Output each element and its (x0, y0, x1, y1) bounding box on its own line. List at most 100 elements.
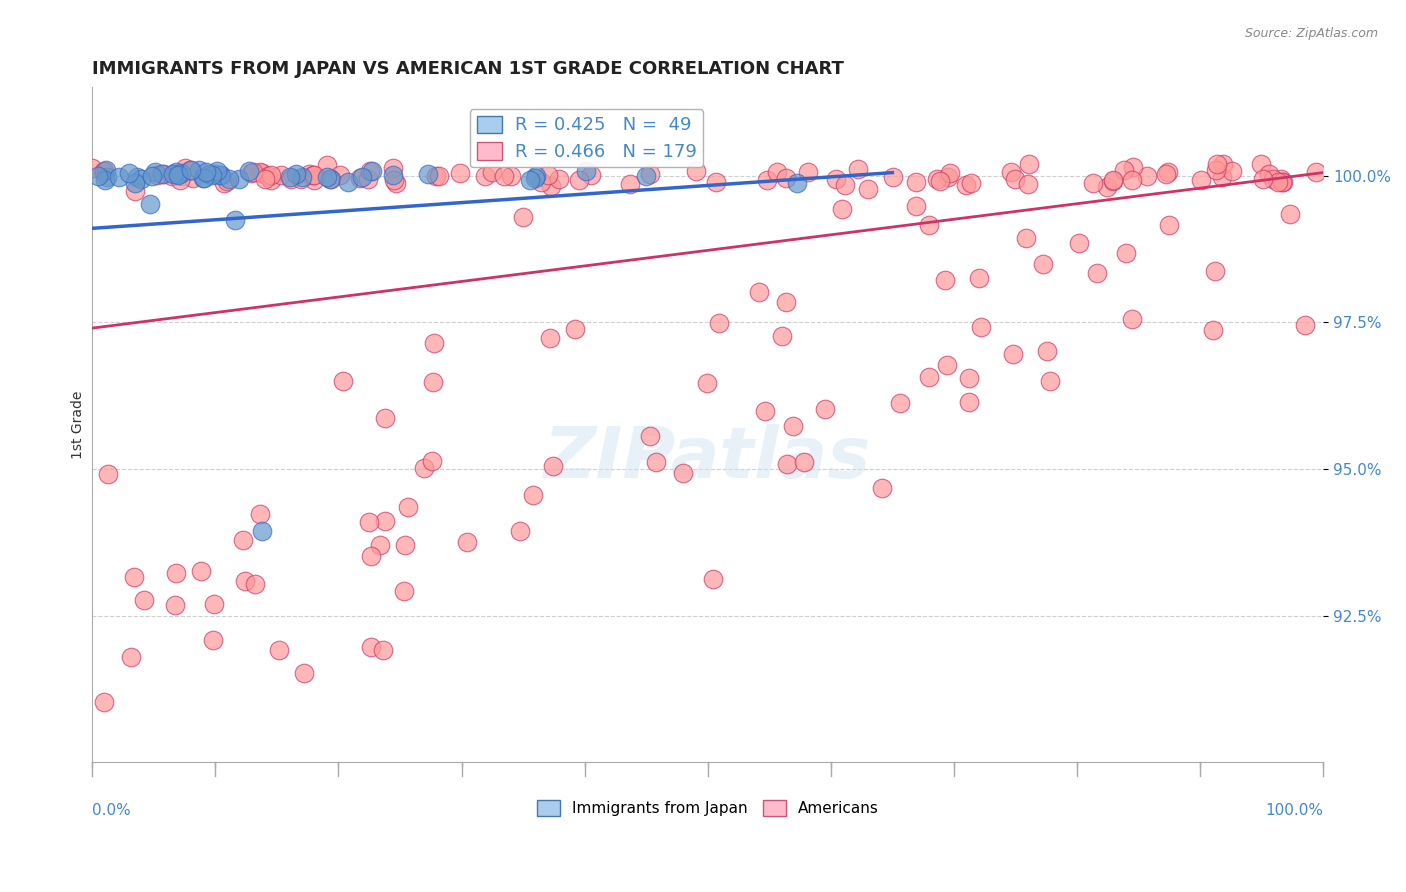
Text: ZIPatlas: ZIPatlas (544, 425, 872, 493)
Americans (957, 394, 980, 409)
Americans (1122, 160, 1144, 174)
Americans (1039, 375, 1062, 389)
Americans (357, 171, 380, 186)
Americans (181, 171, 204, 186)
Americans (374, 410, 396, 425)
Americans (775, 170, 797, 185)
Americans (267, 643, 290, 657)
Americans (321, 171, 343, 186)
Americans (179, 163, 201, 178)
Americans (260, 168, 283, 182)
Americans (905, 175, 928, 189)
Immigrants from Japan (118, 166, 141, 180)
Immigrants from Japan (167, 168, 190, 182)
Americans (564, 322, 586, 336)
Americans (1189, 173, 1212, 187)
Americans (1251, 172, 1274, 186)
Americans (1036, 344, 1059, 359)
Americans (548, 171, 571, 186)
Americans (1000, 165, 1022, 179)
Americans (297, 167, 319, 181)
Americans (766, 164, 789, 178)
Americans (918, 219, 941, 233)
Americans (302, 169, 325, 183)
Americans (1271, 175, 1294, 189)
Americans (541, 458, 564, 473)
Americans (969, 270, 991, 285)
Text: 0.0%: 0.0% (93, 803, 131, 818)
Americans (242, 164, 264, 178)
Immigrants from Japan (238, 164, 260, 178)
Americans (425, 169, 447, 183)
Americans (939, 166, 962, 180)
Americans (1121, 311, 1143, 326)
Americans (889, 396, 911, 410)
Americans (82, 161, 104, 175)
Immigrants from Japan (194, 165, 217, 179)
Americans (427, 169, 450, 184)
Americans (122, 569, 145, 583)
Americans (456, 535, 478, 549)
Immigrants from Japan (352, 169, 374, 184)
Americans (93, 164, 115, 178)
Americans (474, 169, 496, 183)
Text: Source: ZipAtlas.com: Source: ZipAtlas.com (1244, 27, 1378, 40)
Americans (481, 165, 503, 179)
Americans (1294, 318, 1316, 332)
Americans (638, 167, 661, 181)
Americans (936, 170, 959, 185)
Immigrants from Japan (285, 167, 308, 181)
Americans (1270, 171, 1292, 186)
Americans (1257, 168, 1279, 182)
Immigrants from Japan (187, 162, 209, 177)
Americans (834, 178, 856, 192)
Americans (707, 317, 730, 331)
Americans (540, 179, 562, 194)
Immigrants from Japan (218, 172, 240, 186)
Immigrants from Japan (193, 170, 215, 185)
Americans (257, 169, 280, 183)
Americans (394, 538, 416, 552)
Americans (249, 507, 271, 521)
Immigrants from Japan (165, 165, 187, 179)
Americans (1102, 173, 1125, 187)
Americans (537, 168, 560, 182)
Americans (672, 466, 695, 480)
Americans (1112, 163, 1135, 178)
Americans (120, 649, 142, 664)
Americans (756, 172, 779, 186)
Americans (579, 168, 602, 182)
Americans (1157, 165, 1180, 179)
Americans (392, 583, 415, 598)
Americans (1220, 164, 1243, 178)
Immigrants from Japan (250, 524, 273, 538)
Americans (1087, 266, 1109, 280)
Immigrants from Japan (107, 169, 129, 184)
Americans (1271, 175, 1294, 189)
Americans (645, 455, 668, 469)
Americans (249, 165, 271, 179)
Americans (1136, 169, 1159, 184)
Americans (846, 161, 869, 176)
Americans (782, 419, 804, 434)
Americans (174, 161, 197, 176)
Americans (254, 171, 277, 186)
Americans (522, 488, 544, 502)
Immigrants from Japan (197, 167, 219, 181)
Americans (530, 175, 553, 189)
Immigrants from Japan (193, 170, 215, 185)
Immigrants from Japan (519, 172, 541, 186)
Americans (970, 319, 993, 334)
Americans (165, 598, 187, 612)
Americans (302, 172, 325, 186)
Immigrants from Japan (278, 170, 301, 185)
Americans (685, 164, 707, 178)
Immigrants from Japan (94, 173, 117, 187)
Immigrants from Japan (205, 164, 228, 178)
Americans (280, 171, 302, 186)
Americans (239, 166, 262, 180)
Americans (702, 572, 724, 586)
Americans (540, 331, 562, 345)
Americans (797, 165, 820, 179)
Immigrants from Japan (87, 169, 110, 184)
